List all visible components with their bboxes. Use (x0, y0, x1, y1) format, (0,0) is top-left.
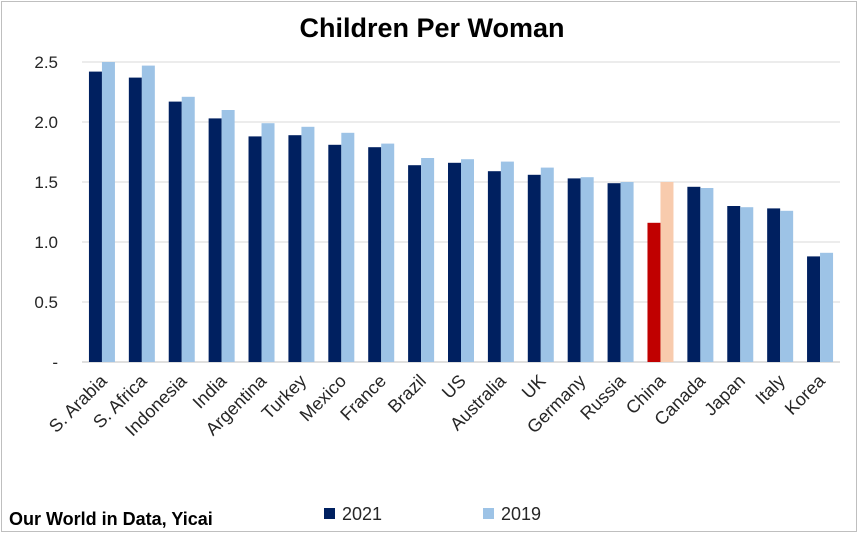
chart-title: Children Per Woman (299, 13, 564, 43)
legend-swatch (324, 508, 335, 519)
bar-2019 (540, 167, 554, 362)
bar-2019 (580, 177, 594, 362)
bars (88, 62, 834, 363)
bar-2021 (807, 256, 821, 362)
bar-2021 (288, 135, 302, 362)
bar-2021 (527, 174, 541, 362)
bar-2021 (408, 165, 422, 362)
y-tick-label: 1.0 (34, 233, 58, 252)
y-tick-label: 2.5 (34, 53, 58, 72)
bar-2021 (647, 222, 661, 362)
bar-2019 (221, 110, 235, 362)
y-axis: - 0.5 1.0 1.5 2.0 2.5 (34, 53, 58, 372)
x-tick-label: US (438, 371, 470, 403)
x-tick-label: Korea (781, 370, 830, 419)
bar-2019 (381, 143, 395, 362)
x-tick-label: Japan (700, 371, 749, 420)
bar-2021 (88, 71, 102, 362)
legend-swatch (483, 508, 494, 519)
bar-2019 (660, 182, 674, 362)
bar-2019 (500, 161, 514, 362)
bar-2021 (368, 147, 382, 362)
y-tick-label: - (52, 353, 58, 372)
x-tick-label: Russia (576, 370, 630, 424)
x-tick-label: Brazil (384, 371, 430, 417)
bar-2021 (448, 162, 461, 362)
bar-2019 (141, 65, 155, 362)
bar-2021 (607, 183, 621, 362)
bar-2021 (328, 144, 342, 362)
y-tick-label: 2.0 (34, 113, 58, 132)
bar-2019 (341, 132, 355, 362)
bar-2019 (740, 207, 754, 362)
bar-2021 (487, 171, 501, 362)
bar-2021 (687, 186, 701, 362)
bar-2021 (128, 77, 142, 362)
legend-label: 2021 (342, 504, 382, 524)
bar-2019 (820, 252, 834, 362)
legend: 2021 2019 (324, 504, 541, 524)
bar-2019 (780, 210, 794, 362)
legend-label: 2019 (501, 504, 541, 524)
source-note: Our World in Data, Yicai (9, 509, 213, 529)
bar-2019 (461, 159, 474, 362)
bar-2019 (101, 62, 115, 362)
bar-2019 (301, 126, 315, 362)
bar-2021 (208, 118, 222, 363)
y-tick-label: 1.5 (34, 173, 58, 192)
bar-2019 (421, 158, 435, 362)
bar-2019 (700, 188, 714, 362)
bar-2021 (727, 206, 741, 362)
x-tick-label: France (336, 371, 390, 425)
bar-2019 (620, 182, 634, 362)
x-tick-label: UK (518, 371, 550, 403)
bar-2019 (261, 123, 275, 362)
bar-2021 (248, 136, 262, 362)
bar-2021 (567, 178, 581, 362)
y-tick-label: 0.5 (34, 293, 58, 312)
bar-2021 (168, 101, 182, 362)
bar-2019 (181, 96, 195, 363)
bar-2021 (767, 208, 781, 362)
